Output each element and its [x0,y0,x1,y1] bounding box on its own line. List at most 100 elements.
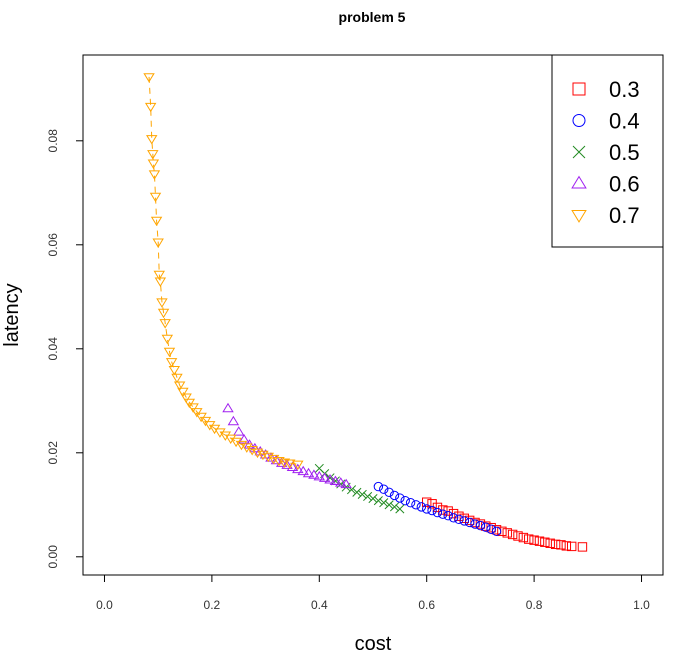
data-point [470,519,480,529]
data-point [459,516,469,526]
data-point [241,443,253,453]
data-point [405,498,416,508]
legend-marker-0.4 [572,114,586,127]
data-point [422,504,432,514]
legend-label: 0.3 [609,77,640,102]
x-axis: 0.0 0.2 0.4 0.6 0.8 1.0 [96,574,650,612]
data-point [384,500,394,510]
data-point [427,499,437,509]
data-point [149,192,162,203]
data-point [230,437,242,448]
data-point [144,102,157,113]
data-point [567,541,577,552]
data-point [422,497,432,507]
data-point [173,381,186,391]
data-point [284,459,296,469]
data-point [171,373,183,384]
data-point [297,465,309,476]
data-point [156,298,168,308]
x-tick-label: 0.6 [418,598,435,612]
data-point [286,461,299,472]
data-point [168,365,181,376]
data-point [427,505,437,516]
data-point [379,484,389,494]
legend-label: 0.4 [609,109,640,134]
data-point [550,539,561,550]
legend-marker-0.3 [572,82,586,96]
data-point [561,541,572,551]
data-point [411,500,421,510]
chart-title: problem 5 [339,9,406,25]
data-point [302,467,315,478]
data-point [432,507,443,518]
legend-label: 0.7 [609,203,640,228]
data-point [148,170,161,180]
data-point [352,487,362,497]
data-point [524,534,534,544]
data-point [187,403,199,413]
legend-label: 0.5 [609,140,640,165]
data-point [518,532,529,543]
data-point [540,537,550,547]
data-point [368,494,378,504]
data-point [443,511,453,521]
data-point [281,459,293,469]
data-point [502,528,512,538]
data-point [481,522,491,532]
legend-marker-0.7 [571,210,587,223]
y-tick-label: 0.00 [46,545,60,569]
legend-label: 0.6 [609,172,640,197]
data-point [251,448,264,459]
x-tick-label: 0.4 [311,598,328,612]
y-axis-title: latency [1,283,23,346]
y-tick-label: 0.06 [46,233,60,257]
data-point [177,387,189,398]
data-point [262,452,274,463]
data-point [147,150,159,160]
data-point [165,358,178,368]
data-point [150,216,163,227]
data-point [330,476,340,486]
data-point [395,504,405,514]
x-tick-label: 0.0 [96,598,113,612]
data-point [146,135,158,145]
data-point [222,402,234,413]
data-point [384,487,394,498]
data-point [157,308,170,319]
series-0.4 [373,481,502,537]
data-point [163,347,176,358]
data-point [143,73,155,83]
data-point [416,502,427,512]
data-point [389,490,400,501]
series-0.6 [222,402,352,489]
data-point [154,277,167,287]
data-point [577,542,588,552]
data-point [329,475,342,486]
data-point [507,529,518,540]
data-point [265,452,277,462]
data-point [292,460,304,471]
y-axis: 0.00 0.02 0.04 0.06 0.08 [46,129,84,569]
legend-box [551,54,664,248]
series-layer [143,73,588,552]
data-point [152,238,164,248]
data-point [432,502,443,513]
data-point [556,540,566,550]
data-point [491,526,502,537]
data-point [373,481,384,492]
series-0.3 [422,497,588,552]
data-point [219,431,232,441]
data-point [257,450,269,461]
data-point [534,536,545,546]
data-point [224,434,237,445]
data-point [363,491,373,502]
data-point [235,440,248,451]
data-point [513,531,523,541]
data-point [191,408,203,418]
x-tick-label: 0.2 [204,598,221,612]
x-tick-label: 1.0 [633,598,650,612]
data-point [246,446,258,456]
data-point [233,426,245,436]
data-point [324,474,336,484]
x-axis-title: cost [355,633,392,655]
